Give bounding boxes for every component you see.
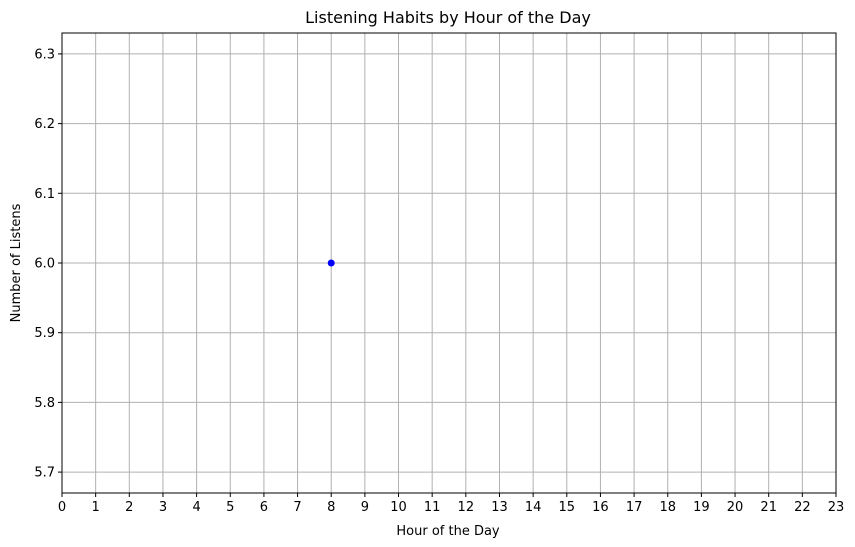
data-point [327, 259, 335, 267]
x-tick-label: 7 [293, 500, 301, 515]
x-tick-label: 5 [226, 500, 234, 515]
x-axis-ticks: 0 1 2 3 4 5 6 7 8 9 10 11 12 13 14 15 16 17 18 19 20 21 22 23 [58, 493, 844, 515]
x-tick-label: 17 [626, 500, 643, 515]
x-tick-label: 21 [760, 500, 777, 515]
x-tick-label: 14 [525, 500, 542, 515]
x-tick-label: 16 [592, 500, 609, 515]
y-axis-ticks: 5.7 5.8 5.9 6.0 6.1 6.2 6.3 [34, 47, 62, 481]
x-tick-label: 9 [361, 500, 369, 515]
y-tick-label: 5.9 [34, 326, 55, 341]
y-tick-label: 6.0 [34, 257, 55, 272]
x-tick-label: 6 [260, 500, 268, 515]
chart-title: Listening Habits by Hour of the Day [305, 8, 591, 27]
x-tick-label: 22 [794, 500, 811, 515]
x-tick-label: 12 [458, 500, 475, 515]
data-points [327, 259, 335, 267]
x-axis-label: Hour of the Day [396, 524, 500, 539]
x-tick-label: 11 [424, 500, 441, 515]
x-tick-label: 3 [159, 500, 167, 515]
x-tick-label: 8 [327, 500, 335, 515]
y-tick-label: 6.1 [34, 187, 55, 202]
x-tick-label: 2 [125, 500, 133, 515]
x-tick-label: 15 [559, 500, 576, 515]
x-tick-label: 19 [693, 500, 710, 515]
x-tick-label: 23 [828, 500, 845, 515]
y-axis-label: Number of Listens [9, 203, 24, 322]
y-tick-label: 6.2 [34, 117, 55, 132]
x-tick-label: 10 [390, 500, 407, 515]
grid [61, 33, 837, 493]
y-tick-label: 5.8 [34, 396, 55, 411]
x-tick-label: 18 [659, 500, 676, 515]
x-tick-label: 0 [58, 500, 66, 515]
y-tick-label: 5.7 [34, 466, 55, 481]
plot-frame [61, 32, 837, 494]
y-tick-label: 6.3 [34, 47, 55, 62]
x-tick-label: 4 [192, 500, 200, 515]
x-tick-label: 13 [491, 500, 508, 515]
x-tick-label: 20 [727, 500, 744, 515]
x-tick-label: 1 [92, 500, 100, 515]
